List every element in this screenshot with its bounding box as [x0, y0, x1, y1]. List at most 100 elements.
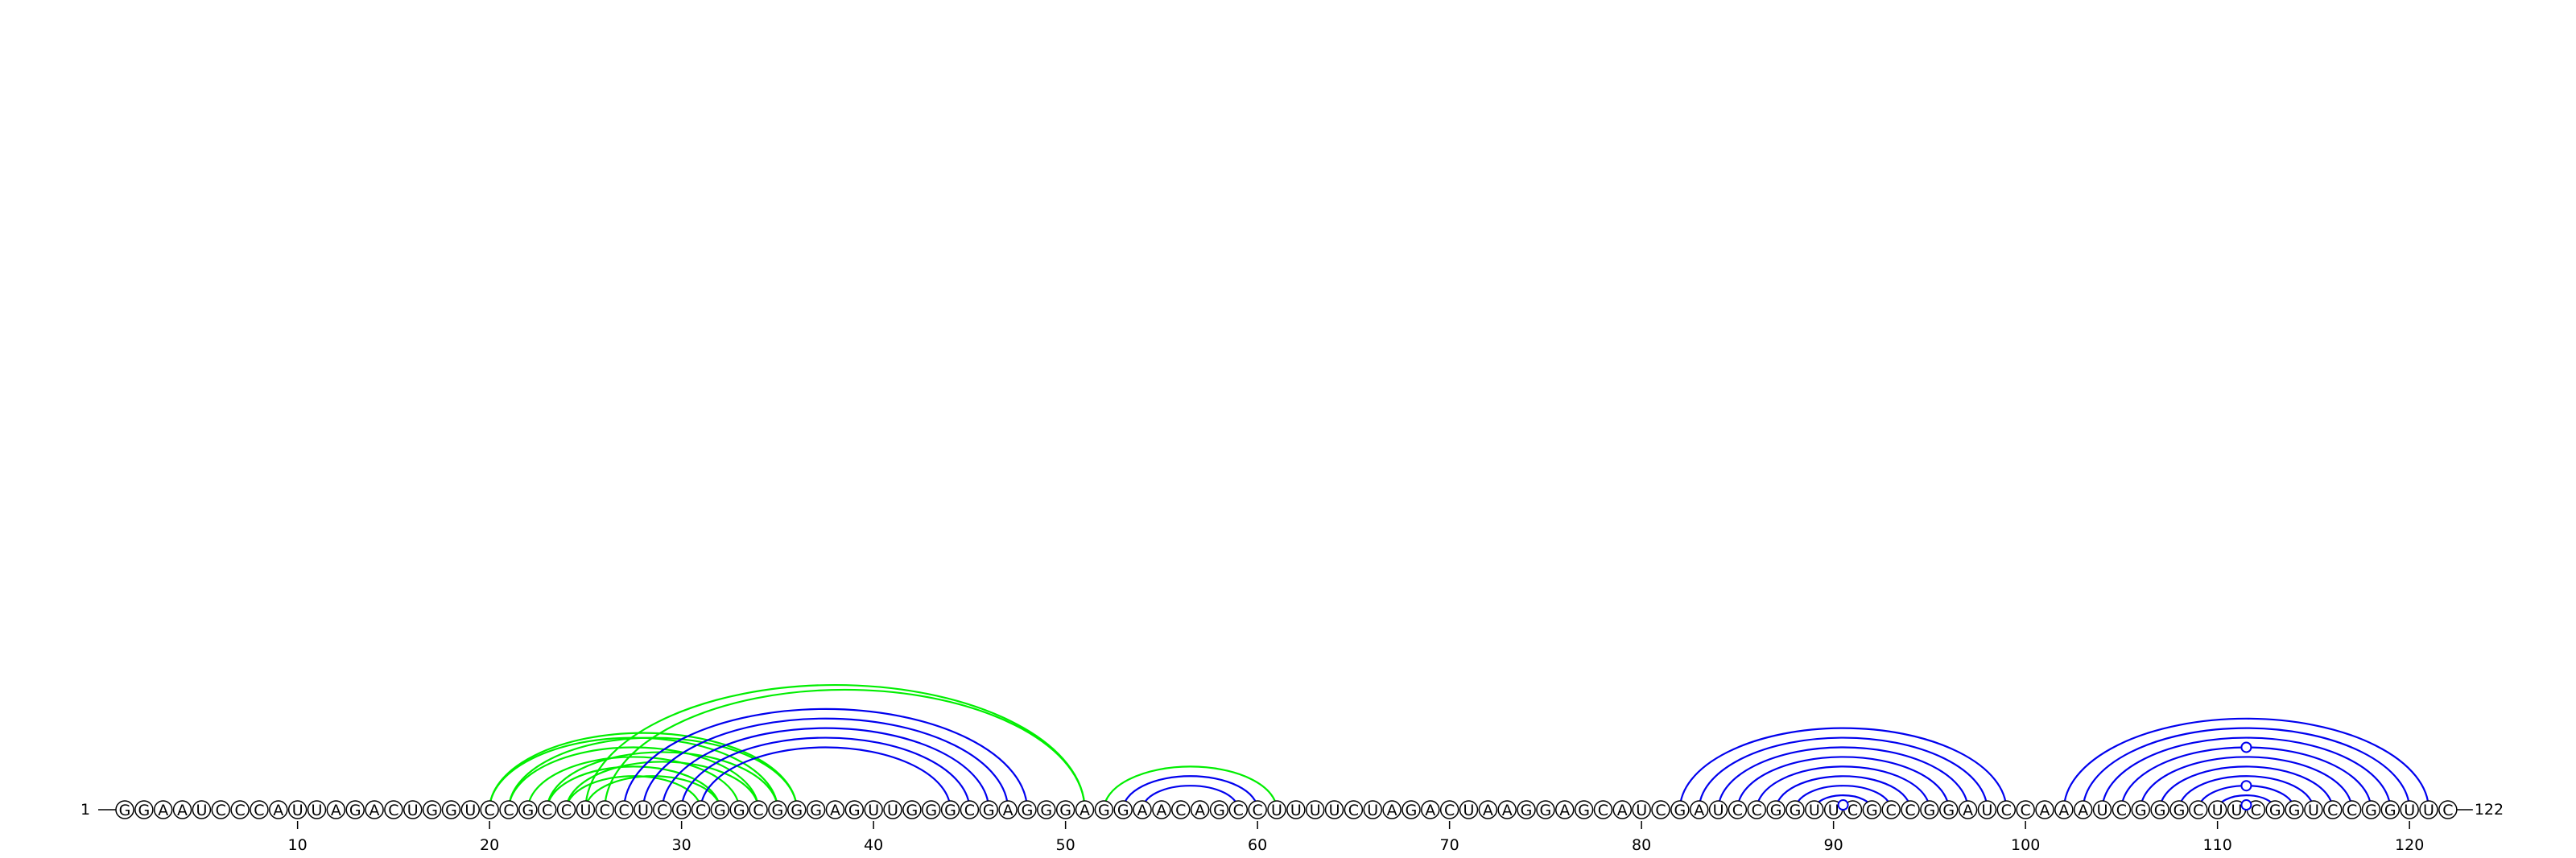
nucleotide: A [1190, 800, 1210, 819]
svg-text:G: G [1540, 802, 1552, 819]
nucleotide: A [1612, 800, 1633, 819]
svg-text:C: C [1732, 802, 1743, 819]
svg-text:U: U [312, 802, 323, 819]
nucleotide: C [2016, 800, 2035, 819]
nucleotide: G [902, 800, 922, 819]
nucleotide: G [134, 800, 154, 819]
nucleotide: U [576, 800, 596, 819]
nucleotide: U [1708, 800, 1728, 819]
svg-text:C: C [2021, 802, 2031, 819]
svg-text:U: U [1290, 802, 1302, 819]
svg-text:C: C [2116, 802, 2127, 819]
nucleotide: A [1075, 800, 1095, 819]
base-pair-arc [2082, 727, 2411, 811]
svg-text:C: C [503, 802, 514, 819]
base-pair-arc [1141, 785, 1240, 811]
svg-text:C: C [2001, 802, 2012, 819]
nucleotide: U [460, 800, 481, 819]
base-pair-arc [2062, 717, 2430, 811]
nucleotide: G [115, 800, 134, 819]
base-pair-arc [1698, 736, 1988, 811]
svg-text:G: G [1674, 802, 1686, 819]
nucleotide: G [2380, 800, 2401, 819]
nucleotide: A [825, 800, 845, 819]
base-pair-arc [565, 775, 702, 811]
svg-text:C: C [2193, 802, 2203, 819]
nucleotide: C [960, 800, 980, 819]
svg-text:U: U [868, 802, 879, 819]
base-pair-arc [680, 736, 971, 811]
nucleotide: G [1862, 800, 1882, 819]
svg-text:U: U [292, 802, 303, 819]
base-pair-arc [546, 765, 721, 811]
nucleotide: G [518, 800, 538, 819]
svg-text:C: C [1253, 802, 1263, 819]
svg-text:G: G [1022, 802, 1034, 819]
nucleotide: C [1996, 800, 2017, 819]
svg-text:U: U [1636, 802, 1647, 819]
base-pair-arc [1756, 765, 1930, 811]
svg-text:A: A [369, 802, 380, 819]
loop-markers [1837, 741, 2252, 811]
base-pair-arc [2140, 756, 2353, 811]
base-pair-arc [2101, 736, 2392, 811]
nucleotide: U [2092, 800, 2112, 819]
base-pair-arc [1736, 756, 1950, 811]
svg-text:G: G [791, 802, 803, 819]
tick-label: 60 [1248, 836, 1267, 854]
svg-text:U: U [196, 802, 207, 819]
svg-text:U: U [1367, 802, 1378, 819]
nucleotide: C [2323, 800, 2343, 819]
nucleotide: G [2285, 800, 2304, 819]
nucleotide: C [1881, 800, 1901, 819]
svg-text:G: G [944, 802, 956, 819]
svg-text:A: A [1195, 802, 1205, 819]
svg-text:U: U [1271, 802, 1282, 819]
nucleotide: U [2207, 800, 2227, 819]
nucleotide: G [1766, 800, 1785, 819]
nucleotide: A [269, 800, 288, 819]
svg-text:C: C [600, 802, 610, 819]
nucleotide: G [979, 800, 998, 819]
nucleotide: A [1958, 800, 1978, 819]
nucleotide: A [1478, 800, 1498, 819]
tick-label: 80 [1632, 836, 1651, 854]
svg-text:C: C [657, 802, 667, 819]
nucleotide: G [1037, 800, 1056, 819]
svg-text:A: A [1137, 802, 1148, 819]
nucleotide: G [1785, 800, 1805, 819]
nucleotide: A [326, 800, 346, 819]
tick-label: 120 [2395, 836, 2424, 854]
svg-text:A: A [1387, 802, 1397, 819]
nucleotide: C [2112, 800, 2132, 819]
svg-text:G: G [733, 802, 745, 819]
svg-text:A: A [1483, 802, 1493, 819]
svg-text:C: C [1233, 802, 1244, 819]
base-pair-arc [2178, 775, 2314, 811]
nucleotide: C [499, 800, 518, 819]
nucleotide: A [1152, 800, 1171, 819]
svg-text:G: G [2174, 802, 2186, 819]
svg-text:C: C [2347, 802, 2357, 819]
svg-text:G: G [925, 802, 937, 819]
base-pair-arc [700, 746, 952, 811]
svg-text:U: U [638, 802, 649, 819]
nucleotide: A [2073, 800, 2093, 819]
base-pair-arc [604, 688, 1086, 811]
nucleotide: A [1689, 800, 1709, 819]
nucleotide: C [653, 800, 672, 819]
nucleotide: C [230, 800, 250, 819]
nucleotide: G [806, 800, 826, 819]
svg-text:U: U [2097, 802, 2108, 819]
svg-text:G: G [675, 802, 687, 819]
base-pair-arc [642, 717, 1009, 811]
svg-text:A: A [1425, 802, 1435, 819]
base-pair-arc [661, 727, 990, 811]
svg-text:A: A [830, 802, 840, 819]
nucleotide: U [307, 800, 327, 819]
base-pair-arc [584, 775, 721, 811]
svg-text:G: G [1770, 802, 1782, 819]
svg-text:U: U [1809, 802, 1820, 819]
nucleotide: G [345, 800, 365, 819]
svg-text:C: C [254, 802, 264, 819]
